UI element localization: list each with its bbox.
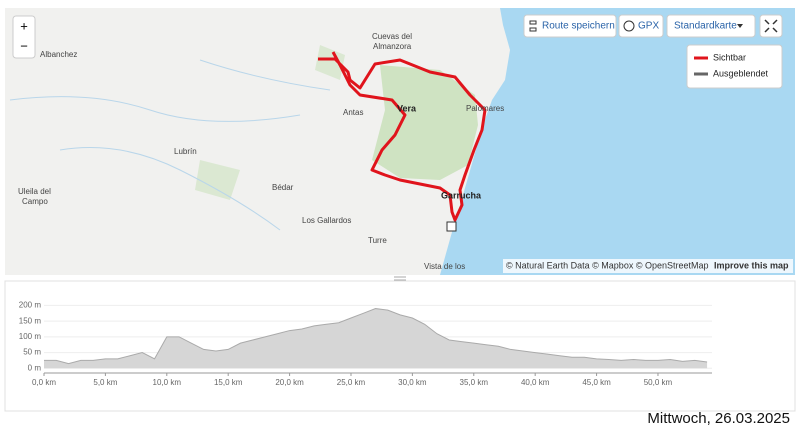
- place-label: Campo: [22, 197, 48, 206]
- resize-handle[interactable]: [394, 276, 406, 281]
- zoom-out[interactable]: −: [20, 38, 28, 53]
- x-tick-label: 35,0 km: [460, 378, 489, 387]
- style-dropdown[interactable]: [666, 14, 756, 38]
- zoom-in[interactable]: +: [20, 18, 28, 33]
- map-park: [372, 65, 478, 180]
- place-label: Antas: [343, 108, 363, 117]
- x-tick-label: 50,0 km: [644, 378, 673, 387]
- x-tick-label: 20,0 km: [275, 378, 304, 387]
- x-tick-label: 0,0 km: [32, 378, 56, 387]
- place-label: Uleila del: [18, 187, 51, 196]
- x-tick-label: 15,0 km: [214, 378, 243, 387]
- place-label: Garrucha: [441, 190, 482, 200]
- fullscreen-icon: [764, 19, 778, 33]
- legend-label: Ausgeblendet: [713, 68, 769, 78]
- x-tick-label: 5,0 km: [93, 378, 117, 387]
- place-label: Vista de los: [424, 262, 465, 271]
- elevation-chart: 0 m 50 m 100 m 150 m 200 m 0,0 km 5,0 km 10,0 k…: [19, 301, 712, 387]
- zoom-control: [12, 15, 36, 59]
- finish-flag: [446, 221, 457, 232]
- dropdown-arrow: [737, 24, 743, 28]
- place-label: Turre: [368, 236, 387, 245]
- place-label: Los Gallardos: [302, 216, 351, 225]
- gpx-label[interactable]: GPX: [638, 21, 659, 32]
- improve-link[interactable]: Improve this map: [714, 260, 789, 270]
- x-tick-label: 25,0 km: [337, 378, 366, 387]
- y-tick-label: 50 m: [23, 348, 41, 357]
- place-label: Albanchez: [40, 50, 77, 59]
- route-line: [318, 51, 487, 222]
- legend-label: Sichtbar: [713, 52, 746, 62]
- map-rivers: [9, 59, 331, 231]
- style-label[interactable]: Standardkarte: [674, 21, 737, 32]
- x-tick-label: 30,0 km: [398, 378, 427, 387]
- fullscreen-button[interactable]: [759, 14, 783, 38]
- place-label: Lubrín: [174, 147, 197, 156]
- save-label[interactable]: Route speichern: [542, 21, 615, 32]
- save-icon: [529, 20, 537, 32]
- x-tick-label: 10,0 km: [153, 378, 182, 387]
- attribution: © Natural Earth Data © Mapbox © OpenStre…: [506, 260, 709, 270]
- place-label: Almanzora: [373, 42, 412, 51]
- save-button[interactable]: [523, 14, 617, 38]
- place-label: Cuevas del: [372, 32, 412, 41]
- y-tick-label: 100 m: [19, 332, 42, 341]
- place-label: Bédar: [272, 183, 294, 192]
- attribution-box: [503, 259, 793, 273]
- gpx-button[interactable]: [618, 14, 664, 38]
- elevation-line: [44, 308, 708, 365]
- legend: [686, 44, 783, 89]
- y-tick-label: 150 m: [19, 316, 42, 325]
- legend-entries: Sichtbar Ausgeblendet: [694, 52, 769, 78]
- date: Mittwoch, 26.03.2025: [647, 410, 790, 427]
- place-label: Vera: [397, 103, 417, 113]
- x-tick-label: 45,0 km: [582, 378, 611, 387]
- place-label: Palomares: [466, 104, 504, 113]
- gpx-icon: [623, 20, 635, 32]
- y-tick-label: 0 m: [28, 363, 42, 372]
- x-tick-label: 40,0 km: [521, 378, 550, 387]
- y-tick-label: 200 m: [19, 301, 42, 310]
